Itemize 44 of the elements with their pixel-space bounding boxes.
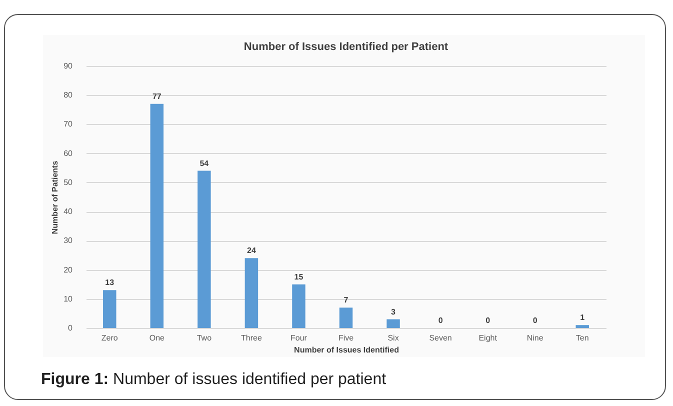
bar (103, 290, 116, 328)
y-tick-label: 0 (68, 324, 74, 332)
y-tick-label: 50 (64, 178, 74, 187)
chart-title: Number of Issues Identified per Patient (244, 41, 448, 53)
bar (576, 325, 589, 328)
y-tick-label: 30 (64, 236, 74, 246)
y-tick-label: 90 (64, 62, 74, 70)
x-tick-label: One (149, 334, 166, 342)
x-tick-label: Four (290, 334, 308, 342)
bar (198, 170, 211, 328)
y-axis-title: Number of Patients (50, 160, 60, 234)
data-label: 0 (486, 316, 491, 325)
y-tick-label: 20 (64, 265, 74, 274)
y-tick-label: 70 (64, 120, 74, 129)
y-tick-label: 60 (64, 148, 74, 158)
bar (150, 104, 164, 328)
y-tick-label: 10 (64, 294, 74, 304)
x-axis-title: Number of Issues Identified (294, 346, 400, 354)
x-tick-label: Two (196, 334, 212, 342)
bar (292, 284, 306, 328)
x-tick-label: Seven (429, 334, 452, 342)
x-tick-label: Nine (526, 334, 544, 342)
data-label: 13 (105, 278, 115, 288)
caption: Figure 1: Number of issues identified per patient (41, 371, 386, 389)
x-tick-label: Six (388, 334, 399, 342)
data-label: 15 (294, 272, 304, 282)
data-label: 7 (344, 296, 349, 305)
data-label: 54 (200, 158, 210, 168)
y-tick-label: 40 (64, 207, 74, 216)
bar (386, 319, 400, 328)
data-label: 3 (391, 307, 396, 316)
data-label: 0 (438, 316, 444, 325)
data-label: 77 (152, 92, 162, 101)
x-tick-label: Eight (478, 334, 498, 342)
y-tick-label: 80 (64, 90, 74, 100)
bar (244, 258, 258, 328)
data-label: 1 (580, 313, 586, 322)
x-tick-label: Three (241, 334, 262, 342)
x-tick-label: Zero (101, 334, 118, 342)
x-tick-label: Ten (576, 334, 589, 342)
data-label: 24 (247, 246, 256, 256)
data-label: 0 (532, 316, 538, 325)
x-tick-label: Five (338, 334, 354, 342)
bar (339, 308, 353, 328)
